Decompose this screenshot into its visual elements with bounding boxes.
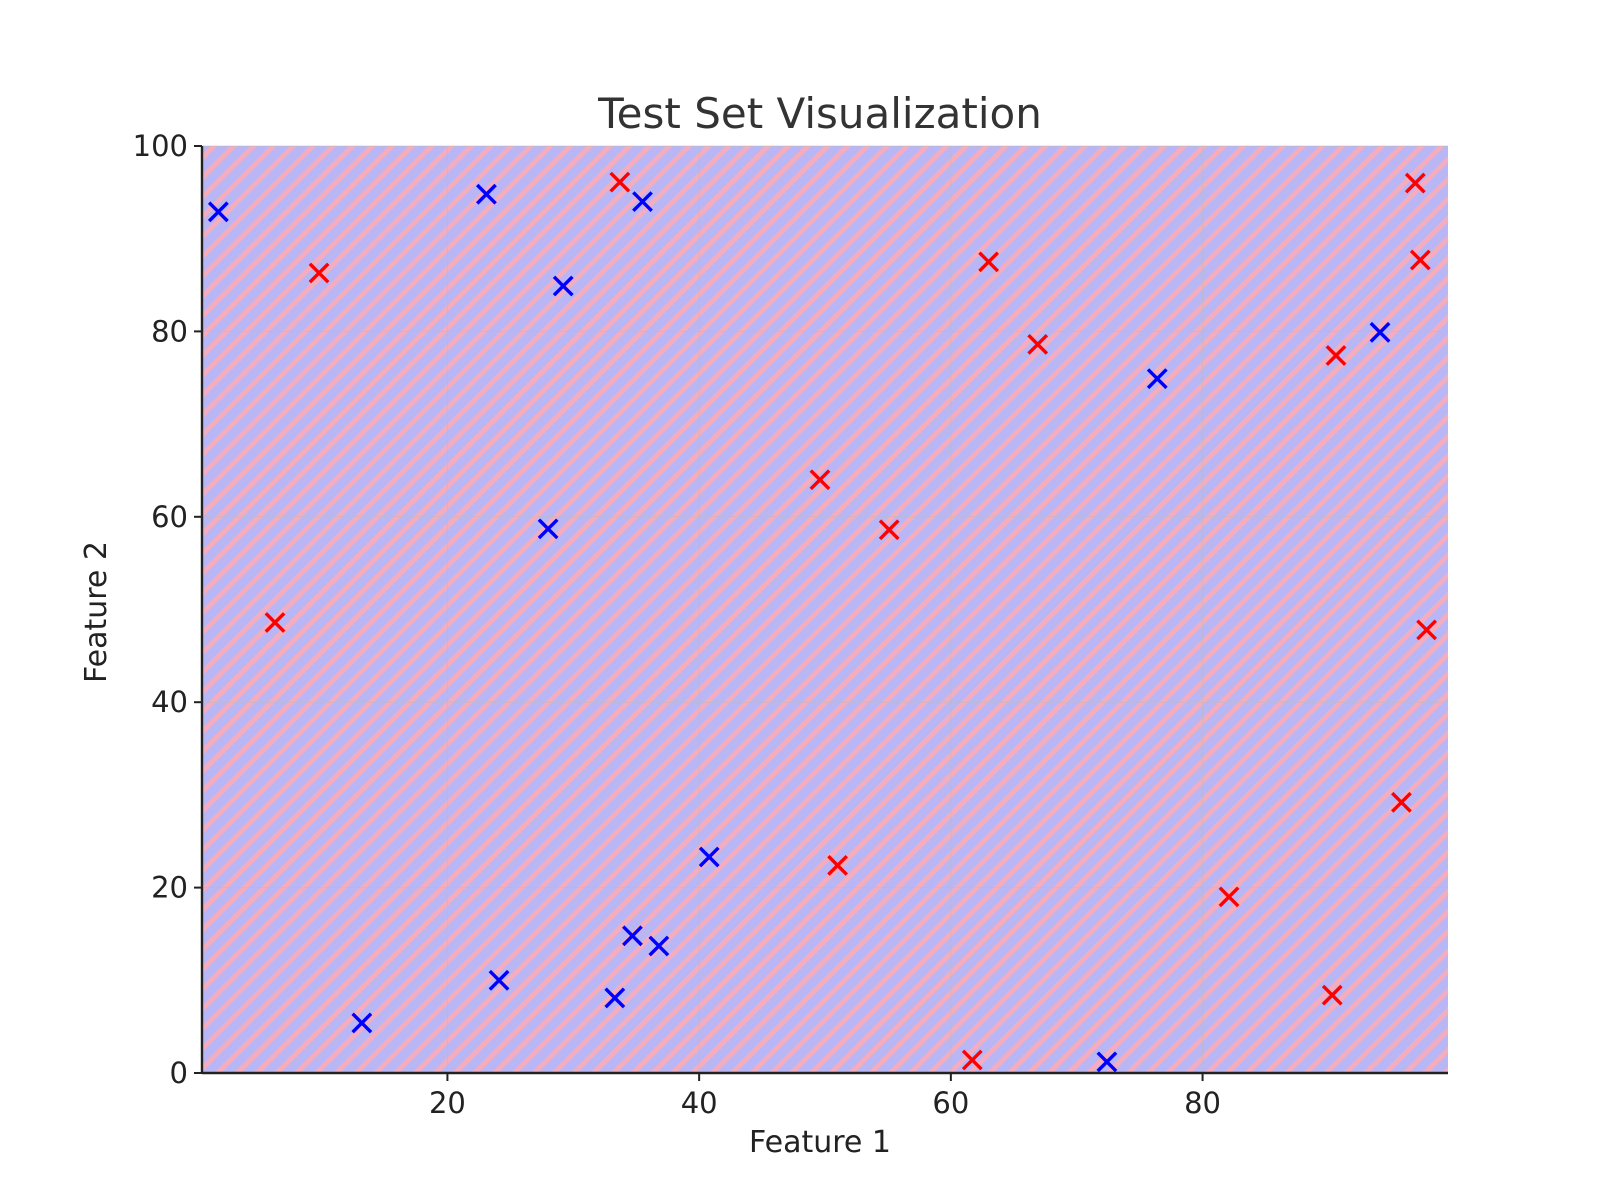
y-tick-label: 100 [133, 129, 188, 163]
data-point-stroke [488, 969, 510, 991]
data-point [1218, 886, 1240, 908]
y-tick-label: 40 [151, 685, 188, 719]
decision-region-background [202, 146, 1448, 1073]
data-points [207, 171, 1438, 1073]
data-point-stroke [961, 1049, 983, 1071]
data-point-stroke [1096, 1051, 1118, 1073]
data-point [1027, 333, 1049, 355]
data-point [648, 935, 670, 957]
data-point [476, 183, 497, 205]
data-point [604, 987, 626, 1009]
data-point-stroke [1391, 791, 1412, 813]
data-point [207, 201, 229, 223]
data-point [632, 191, 653, 213]
y-tick-label: 80 [151, 314, 188, 348]
x-tick-label: 20 [429, 1086, 466, 1120]
data-point-stroke [537, 518, 559, 540]
x-tick-label: 60 [932, 1086, 969, 1120]
data-point [552, 275, 574, 297]
data-point-stroke [1369, 321, 1391, 343]
chart-title: Test Set Visualization [597, 89, 1042, 138]
axes [200, 146, 1448, 1075]
data-point-stroke [207, 201, 229, 223]
data-point-stroke [351, 1012, 373, 1034]
data-point-stroke [1321, 984, 1343, 1006]
x-tick-label: 40 [681, 1086, 718, 1120]
data-point [1416, 619, 1438, 641]
data-point [1391, 791, 1412, 813]
data-point [698, 846, 720, 868]
data-point [622, 925, 643, 947]
data-point [1325, 345, 1347, 366]
data-point-stroke [264, 612, 286, 633]
y-tick-label: 60 [151, 500, 188, 534]
data-point [308, 262, 330, 284]
data-point-stroke [648, 935, 670, 957]
data-point [1321, 984, 1343, 1006]
data-point-stroke [476, 183, 497, 205]
data-point-stroke [552, 275, 574, 297]
data-point [961, 1049, 983, 1071]
data-point [827, 854, 848, 876]
data-point [488, 969, 510, 991]
plot-area [202, 145, 1448, 1074]
data-point [537, 518, 559, 540]
data-point-stroke [1409, 249, 1431, 271]
tick-marks: 20 40 60 80 0 20 40 60 80 100 [133, 129, 1221, 1120]
data-point-stroke [604, 987, 626, 1009]
data-point-stroke [1325, 345, 1347, 366]
data-point-stroke [1404, 172, 1426, 194]
x-axis-label: Feature 1 [749, 1125, 891, 1160]
data-point-stroke [632, 191, 653, 213]
data-point-stroke [1027, 333, 1049, 355]
data-point-stroke [1146, 368, 1168, 390]
data-point [1404, 172, 1426, 194]
data-point-stroke [609, 171, 631, 193]
data-point [1146, 368, 1168, 390]
data-point-stroke [622, 925, 643, 947]
data-point-stroke [698, 846, 720, 868]
y-axis-label: Feature 2 [79, 541, 114, 683]
data-point-stroke [978, 251, 1000, 273]
data-point-stroke [308, 262, 330, 284]
data-point [351, 1012, 373, 1034]
data-point-stroke [1218, 886, 1240, 908]
y-tick-label: 20 [151, 871, 188, 905]
data-point [1096, 1051, 1118, 1073]
data-point [1409, 249, 1431, 271]
data-point-stroke [809, 469, 831, 491]
data-point [609, 171, 631, 193]
x-tick-label: 80 [1184, 1086, 1221, 1120]
data-point [878, 519, 900, 541]
y-tick-label: 0 [170, 1056, 188, 1090]
data-point-stroke [1416, 619, 1438, 641]
data-point [1369, 321, 1391, 343]
data-point [809, 469, 831, 491]
data-point [264, 612, 286, 633]
data-point-stroke [878, 519, 900, 541]
data-point-stroke [827, 854, 848, 876]
data-point [978, 251, 1000, 273]
